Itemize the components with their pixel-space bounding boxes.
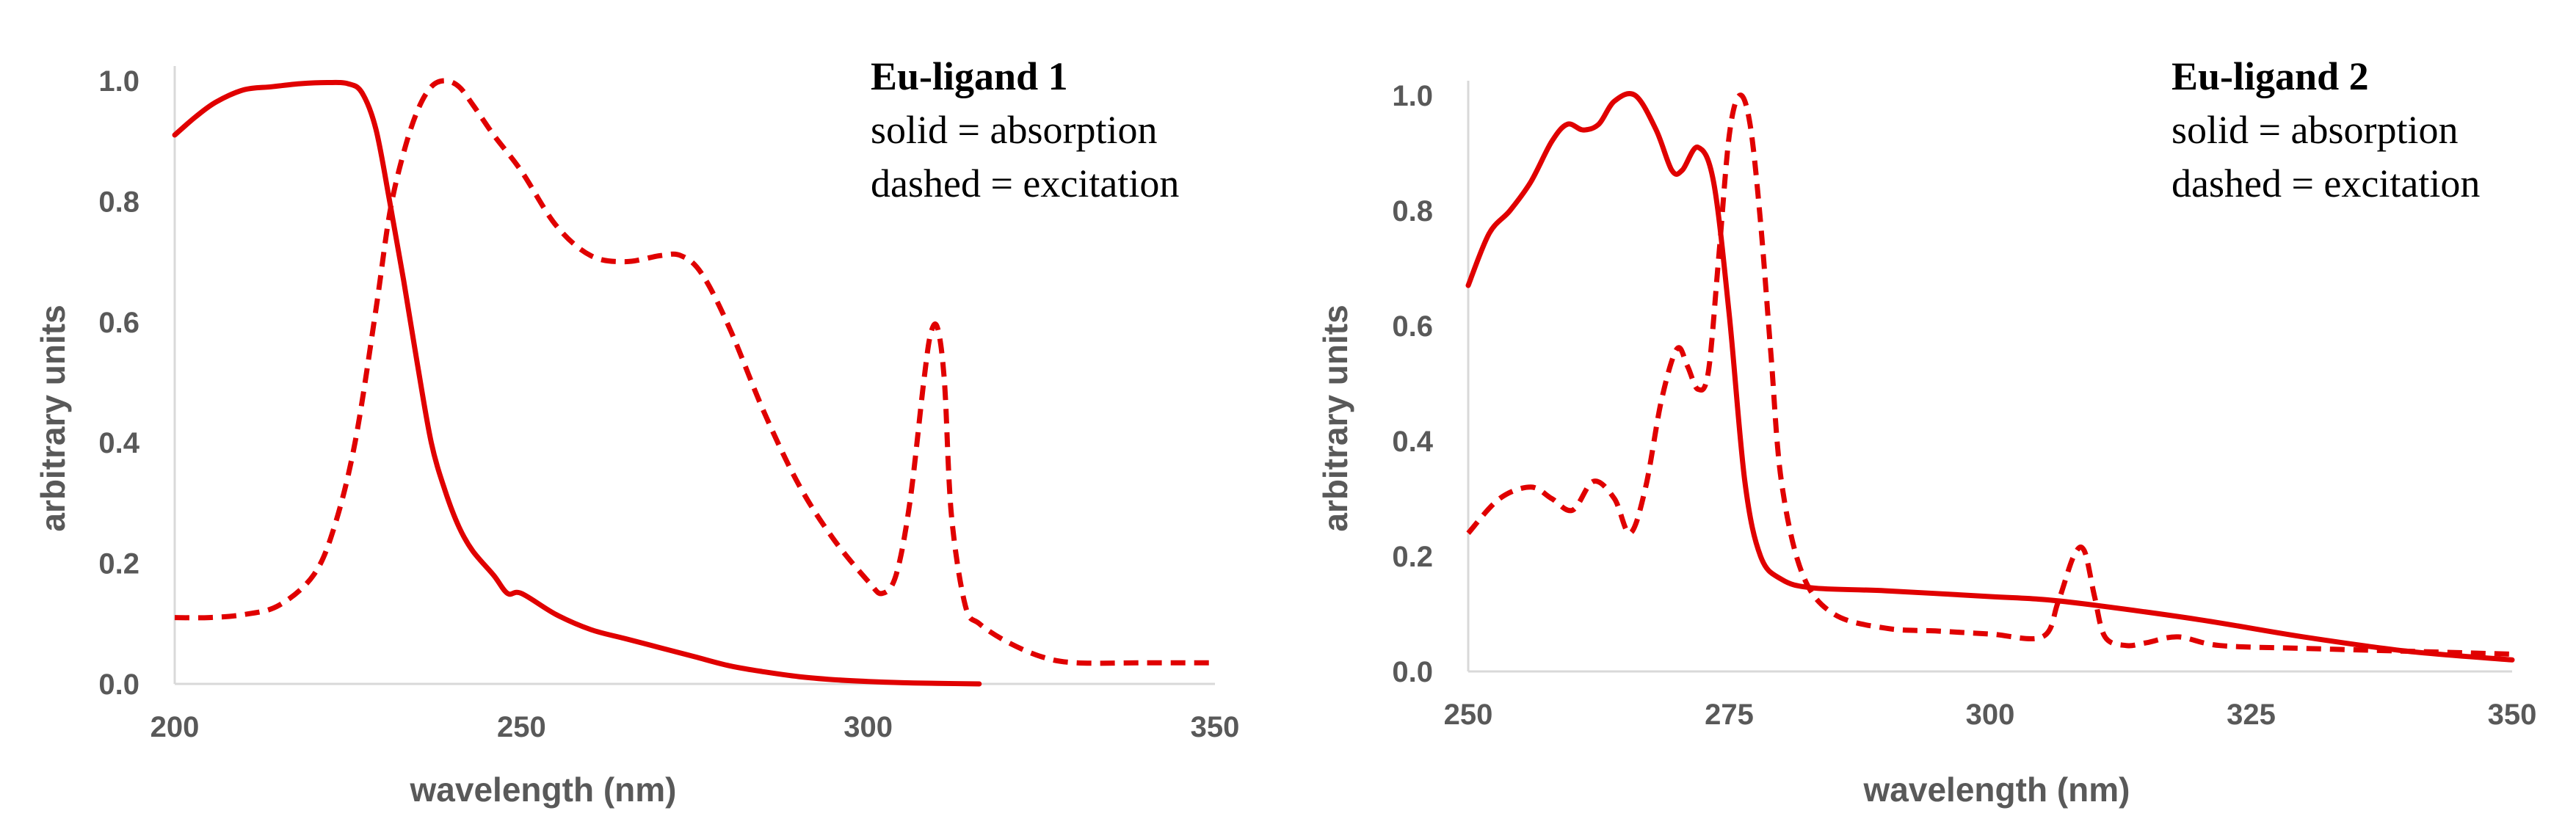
chart-2-x-axis-title: wavelength (nm) [1863, 770, 2130, 809]
chart-1-y-axis-title: arbitrary units [34, 305, 72, 531]
chart-1-series-absorption-line [172, 79, 982, 687]
chart-2-x-tick-label: 325 [2227, 699, 2276, 731]
chart-2-y-tick-label: 0.0 [1392, 656, 1433, 688]
chart-1-ticks: 200 250 300 350 0.0 0.2 0.4 0.6 0.8 1.0 [98, 65, 1239, 743]
chart-1-annotation-line-2: dashed = excitation [871, 161, 1179, 205]
chart-1-x-tick-label: 200 [150, 711, 200, 743]
chart-2-y-tick-label: 0.8 [1392, 195, 1433, 227]
chart-2-x-tick-label: 350 [2488, 699, 2537, 731]
chart-2-x-tick-label: 275 [1705, 699, 1754, 731]
chart-1-y-tick-label: 0.8 [98, 186, 139, 218]
chart-1-y-tick-label: 0.0 [98, 668, 139, 701]
chart-2-series-excitation-line [1466, 92, 2513, 657]
chart-1-y-tick-label: 1.0 [98, 65, 139, 98]
chart-1-plot-area [172, 66, 1215, 687]
chart-1-x-axis-title: wavelength (nm) [410, 770, 677, 809]
chart-2-x-tick-label: 250 [1444, 699, 1493, 731]
chart-2-y-tick-label: 0.6 [1392, 310, 1433, 343]
chart-2-y-axis-title: arbitrary units [1316, 305, 1354, 531]
chart-2-annotation-line-1: solid = absorption [2172, 108, 2458, 152]
chart-1-y-tick-label: 0.2 [98, 548, 139, 580]
chart-2-annotation-line-2: dashed = excitation [2172, 161, 2480, 205]
chart-2-y-tick-label: 0.4 [1392, 426, 1433, 458]
chart-1-x-tick-label: 350 [1191, 711, 1240, 743]
chart-1-y-tick-label: 0.4 [98, 427, 139, 459]
chart-panel-1: 200 250 300 350 0.0 0.2 0.4 0.6 0.8 1.0 wavelengt… [34, 54, 1239, 809]
chart-2-y-tick-label: 0.2 [1392, 541, 1433, 573]
chart-2-x-tick-label: 300 [1966, 699, 2015, 731]
chart-2-plot-area [1465, 81, 2515, 673]
chart-panel-2: 250 275 300 325 350 0.0 0.2 0.4 0.6 0.8 1.0 wavele… [1316, 54, 2536, 809]
chart-1-y-tick-label: 0.6 [98, 307, 139, 339]
chart-1-x-tick-label: 250 [497, 711, 546, 743]
chart-1-annotation-line-1: solid = absorption [871, 108, 1157, 152]
chart-1-x-tick-label: 300 [843, 711, 893, 743]
chart-1-series-excitation-line [174, 78, 1215, 666]
chart-2-title: Eu-ligand 2 [2172, 54, 2369, 98]
chart-2-y-tick-label: 1.0 [1392, 80, 1433, 112]
chart-2-series-absorption-line [1465, 91, 2515, 663]
chart-1-title: Eu-ligand 1 [871, 54, 1068, 98]
chart-2-ticks: 250 275 300 325 350 0.0 0.2 0.4 0.6 0.8 1.0 [1392, 80, 2536, 731]
